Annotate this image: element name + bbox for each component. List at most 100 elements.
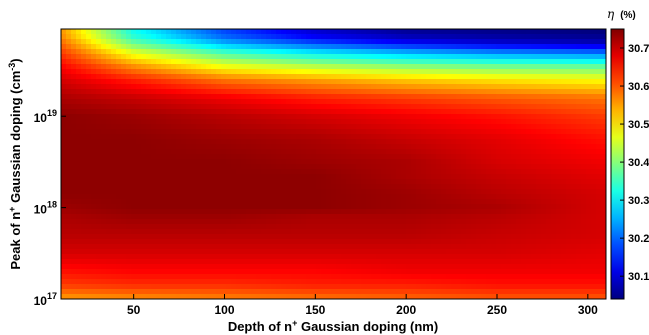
heatmap-cell	[426, 89, 432, 95]
heatmap-cell	[361, 34, 367, 40]
heatmap-cell	[571, 204, 577, 210]
heatmap-cell	[201, 174, 207, 180]
heatmap-cell	[471, 89, 477, 95]
heatmap-cell	[441, 119, 447, 125]
heatmap-cell	[486, 229, 492, 235]
heatmap-cell	[351, 104, 357, 110]
heatmap-cell	[471, 204, 477, 210]
heatmap-cell	[496, 244, 502, 250]
heatmap-cell	[236, 234, 242, 240]
heatmap-cell	[306, 144, 312, 150]
heatmap-cell	[96, 194, 102, 200]
heatmap-cell	[496, 54, 502, 60]
heatmap-cell	[401, 189, 407, 195]
heatmap-cell	[106, 249, 112, 255]
heatmap-cell	[176, 189, 182, 195]
heatmap-cell	[481, 94, 487, 100]
heatmap-cell	[131, 59, 137, 65]
heatmap-cell	[396, 109, 402, 115]
heatmap-cell	[406, 109, 412, 115]
heatmap-cell	[111, 144, 117, 150]
heatmap-cell	[316, 219, 322, 225]
heatmap-cell	[291, 29, 297, 35]
heatmap-cell	[451, 64, 457, 70]
heatmap-cell	[231, 59, 237, 65]
heatmap-cell	[131, 189, 137, 195]
heatmap-cell	[441, 214, 447, 220]
heatmap-cell	[471, 134, 477, 140]
heatmap-cell	[66, 84, 72, 90]
heatmap-cell	[221, 174, 227, 180]
heatmap-cell	[281, 239, 287, 245]
heatmap-cell	[481, 89, 487, 95]
heatmap-cell	[566, 184, 572, 190]
heatmap-cell	[411, 179, 417, 185]
heatmap-cell	[501, 199, 507, 205]
heatmap-cell	[321, 44, 327, 50]
heatmap-cell	[296, 34, 302, 40]
heatmap-cell	[501, 59, 507, 65]
heatmap-cell	[501, 239, 507, 245]
heatmap-cell	[321, 214, 327, 220]
heatmap-cell	[381, 94, 387, 100]
heatmap-cell	[436, 29, 442, 35]
heatmap-cell	[336, 214, 342, 220]
heatmap-cell	[216, 29, 222, 35]
heatmap-cell	[116, 169, 122, 175]
heatmap-cell	[106, 74, 112, 80]
heatmap-cell	[591, 169, 597, 175]
heatmap-cell	[81, 64, 87, 70]
heatmap-cell	[206, 189, 212, 195]
heatmap-cell	[426, 124, 432, 130]
heatmap-cell	[116, 209, 122, 215]
heatmap-cell	[206, 49, 212, 55]
heatmap-cell	[71, 144, 77, 150]
heatmap-cell	[461, 194, 467, 200]
heatmap-cell	[141, 149, 147, 155]
heatmap-cell	[431, 209, 437, 215]
heatmap-cell	[301, 139, 307, 145]
heatmap-cell	[491, 249, 497, 255]
heatmap-cell	[176, 144, 182, 150]
heatmap-cell	[546, 244, 552, 250]
heatmap-cell	[181, 159, 187, 165]
heatmap-cell	[436, 224, 442, 230]
heatmap-cell	[371, 189, 377, 195]
heatmap-cell	[141, 194, 147, 200]
heatmap-cell	[151, 84, 157, 90]
heatmap-cell	[261, 119, 267, 125]
heatmap-cell	[156, 94, 162, 100]
heatmap-cell	[86, 99, 92, 105]
heatmap-cell	[136, 114, 142, 120]
heatmap-cell	[411, 94, 417, 100]
heatmap-cell	[361, 204, 367, 210]
heatmap-cell	[161, 64, 167, 70]
heatmap-cell	[96, 189, 102, 195]
heatmap-cell	[516, 234, 522, 240]
heatmap-cell	[366, 184, 372, 190]
heatmap-cell	[136, 234, 142, 240]
heatmap-cell	[316, 39, 322, 45]
heatmap-cell	[536, 99, 542, 105]
heatmap-cell	[461, 164, 467, 170]
heatmap-cell	[241, 54, 247, 60]
heatmap-cell	[146, 29, 152, 35]
heatmap-cell	[181, 199, 187, 205]
heatmap-cell	[461, 254, 467, 260]
heatmap-cell	[461, 204, 467, 210]
heatmap-cell	[346, 139, 352, 145]
heatmap-cell	[206, 219, 212, 225]
heatmap-cell	[301, 229, 307, 235]
heatmap-cell	[86, 64, 92, 70]
heatmap-cell	[196, 219, 202, 225]
heatmap-cell	[201, 64, 207, 70]
heatmap-cell	[161, 44, 167, 50]
heatmap-cell	[451, 214, 457, 220]
heatmap-cell	[456, 54, 462, 60]
heatmap-cell	[556, 99, 562, 105]
heatmap-cell	[226, 184, 232, 190]
heatmap-cell	[206, 229, 212, 235]
heatmap-cell	[441, 114, 447, 120]
heatmap-cell	[511, 49, 517, 55]
heatmap-cell	[311, 64, 317, 70]
